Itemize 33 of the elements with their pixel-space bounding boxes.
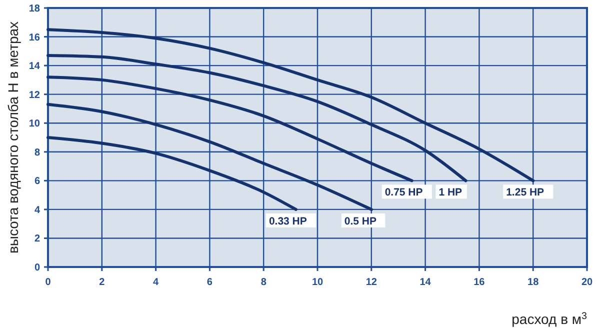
y-tick-label: 6 bbox=[34, 176, 40, 188]
line-series bbox=[46, 54, 468, 182]
x-tick-label: 2 bbox=[99, 277, 106, 288]
y-tick-label: 10 bbox=[28, 118, 40, 130]
x-tick-label: 8 bbox=[260, 277, 267, 288]
x-tick-label: 10 bbox=[312, 277, 324, 288]
y-tick-label: 14 bbox=[28, 61, 40, 72]
line-series bbox=[46, 28, 535, 182]
x-tick-label: 6 bbox=[206, 277, 213, 288]
x-tick-label: 18 bbox=[528, 277, 540, 288]
y-tick-label: 12 bbox=[28, 90, 40, 101]
x-axis-title: расход в м$^{3}$ bbox=[512, 310, 588, 327]
line-series bbox=[46, 136, 298, 211]
y-axis-title: высота водяного столба H в метрах bbox=[5, 21, 21, 254]
y-tick-label: 2 bbox=[34, 234, 40, 245]
x-tick-label: 14 bbox=[420, 277, 432, 288]
y-tick-label: 8 bbox=[34, 147, 40, 158]
series-label: 1 HP bbox=[438, 186, 462, 199]
line-series bbox=[46, 102, 373, 211]
line-series bbox=[46, 76, 414, 182]
x-tick-label: 16 bbox=[474, 277, 486, 288]
y-tick-label: 4 bbox=[34, 204, 40, 216]
x-tick-label: 20 bbox=[581, 277, 593, 288]
y-tick-label: 16 bbox=[28, 32, 40, 44]
y-tick-label: 0 bbox=[34, 262, 40, 274]
x-tick-label: 12 bbox=[366, 277, 378, 288]
series-label: 0.5 HP bbox=[344, 215, 377, 228]
series-label: 0.33 HP bbox=[268, 215, 307, 228]
series-label: 0.75 HP bbox=[384, 186, 423, 199]
x-tick-label: 0 bbox=[45, 277, 52, 288]
y-tick-label: 18 bbox=[28, 4, 40, 14]
x-tick-label: 4 bbox=[153, 277, 160, 288]
series-label: 1.25 HP bbox=[506, 186, 544, 199]
